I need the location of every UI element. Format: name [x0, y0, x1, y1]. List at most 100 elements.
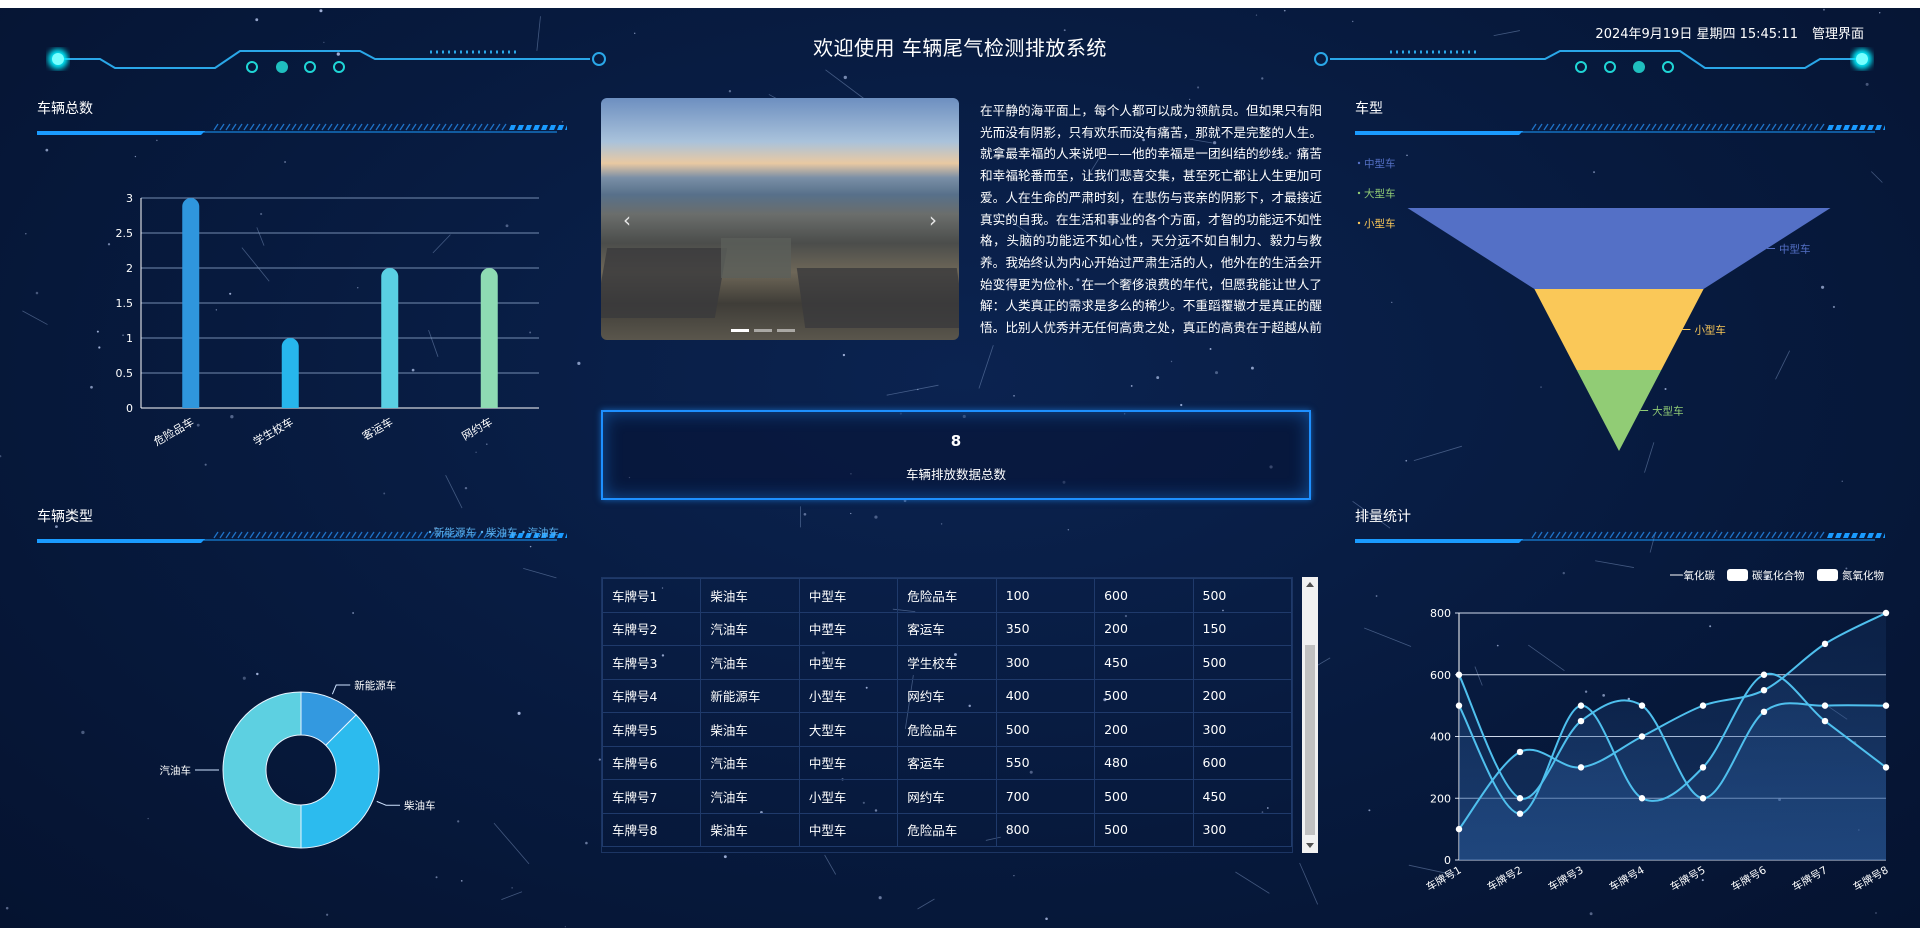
star-line — [501, 891, 523, 900]
star — [204, 463, 207, 466]
star — [803, 512, 807, 516]
label-line — [376, 800, 400, 806]
data-point — [1455, 702, 1463, 709]
x-tick-label: 车牌号6 — [1729, 863, 1769, 894]
table-cell: 客运车 — [897, 611, 997, 646]
table-cell: 客运车 — [897, 745, 997, 780]
star-line — [886, 384, 939, 396]
table-cell: 大型车 — [798, 712, 899, 747]
scroll-down-icon[interactable] — [1306, 843, 1314, 848]
table-scrollbar[interactable] — [1302, 577, 1318, 853]
table-cell: 800 — [995, 812, 1096, 847]
star — [1602, 694, 1606, 697]
x-tick-label: 危险品车 — [151, 414, 196, 448]
header-hatch — [1819, 123, 1825, 131]
star-line — [1364, 627, 1412, 647]
ring-icon — [592, 52, 606, 66]
header-hatch — [231, 531, 237, 539]
table-cell: 柴油车 — [700, 578, 800, 613]
header-dash — [1883, 125, 1885, 130]
table-row[interactable]: 车牌号5 柴油车 大型车 危险品车 500 200 300 — [602, 712, 1292, 747]
table-row[interactable]: 车牌号4 新能源车 小型车 网约车 400 500 200 — [602, 678, 1292, 713]
header-hatch — [477, 531, 483, 539]
header-hatch — [1549, 531, 1555, 539]
header-hatch — [357, 531, 363, 539]
header-hatch — [453, 531, 459, 539]
star — [1197, 86, 1200, 89]
star — [122, 334, 124, 337]
table-cell: 危险品车 — [897, 578, 997, 613]
header-hatch — [231, 123, 237, 131]
header-hatch — [1717, 531, 1723, 539]
scroll-thumb[interactable] — [1305, 645, 1315, 835]
legend-dot — [1357, 161, 1361, 165]
header-hatch — [1711, 123, 1717, 131]
header-hatch — [225, 531, 231, 539]
star — [561, 121, 564, 123]
header-hatch — [243, 123, 249, 131]
table-cell: 网约车 — [897, 779, 997, 814]
table-cell: 危险品车 — [897, 812, 997, 847]
header-hatch — [1633, 123, 1639, 131]
carousel-indicators[interactable] — [731, 329, 795, 332]
bar — [182, 198, 200, 408]
data-point — [1760, 671, 1768, 678]
header-hatch — [285, 123, 291, 131]
star — [903, 499, 907, 503]
scroll-up-icon[interactable] — [1306, 582, 1314, 587]
header-hatch — [1705, 531, 1711, 539]
star — [457, 820, 460, 823]
table-row[interactable]: 车牌号7 汽油车 小型车 网约车 700 500 450 — [602, 779, 1292, 814]
star — [196, 423, 200, 427]
table-row[interactable]: 车牌号3 汽油车 中型车 学生校车 300 450 500 — [602, 645, 1292, 680]
star — [319, 9, 323, 13]
header-hatch — [483, 531, 489, 539]
table-row[interactable]: 车牌号8 柴油车 中型车 危险品车 800 500 300 — [602, 812, 1292, 847]
table-row[interactable]: 车牌号6 汽油车 中型车 客运车 550 480 600 — [602, 745, 1292, 780]
header-dash — [1867, 125, 1874, 130]
header-hatch — [357, 123, 363, 131]
star — [1180, 403, 1183, 407]
star — [529, 331, 532, 334]
admin-link[interactable]: 管理界面 — [1811, 27, 1864, 42]
carousel-image[interactable]: ‹ › — [601, 98, 959, 340]
header-hatch — [345, 123, 351, 131]
header-dash — [1827, 533, 1834, 538]
star — [1593, 171, 1596, 174]
data-point — [1455, 671, 1463, 678]
ring-icon — [1314, 52, 1328, 66]
y-tick-label: 1.5 — [116, 297, 134, 310]
star — [564, 926, 566, 928]
header-hatch — [1729, 123, 1735, 131]
header-dash — [1851, 125, 1858, 130]
header-hatch — [1531, 531, 1537, 539]
header-hatch — [1651, 531, 1657, 539]
star — [1292, 278, 1296, 282]
datetime: 2024年9月19日 星期四 15:45:11 — [1595, 27, 1798, 42]
header-bar-thick — [1355, 539, 1523, 543]
header-hatch — [363, 123, 369, 131]
star — [1368, 809, 1371, 812]
data-point — [1882, 609, 1890, 617]
chevron-left-icon[interactable]: ‹ — [623, 208, 631, 232]
header-dash — [1883, 533, 1885, 538]
table-row[interactable]: 车牌号1 柴油车 中型车 危险品车 100 600 500 — [602, 578, 1292, 613]
star — [1063, 29, 1066, 32]
header-hatch — [1627, 123, 1633, 131]
header-hatch — [1813, 123, 1819, 131]
star — [842, 353, 846, 357]
data-point — [1821, 702, 1829, 709]
x-tick-label: 车牌号5 — [1668, 863, 1708, 893]
table-cell: 600 — [1192, 745, 1292, 780]
table-row[interactable]: 车牌号2 汽油车 中型车 客运车 350 200 150 — [602, 611, 1292, 646]
star-line — [1870, 171, 1883, 183]
funnel-label: 中型车 — [1779, 243, 1811, 256]
star-line — [917, 898, 935, 910]
star — [284, 161, 286, 163]
header-hatch — [219, 531, 225, 539]
header-hatch — [1561, 531, 1567, 539]
emission-line-chart: 0 200 400 600 800 车牌号1 车牌号2 车牌号3 车牌号4 车牌号5 车牌号6 车牌号… — [1424, 569, 1891, 894]
chevron-right-icon[interactable]: › — [929, 208, 937, 232]
panel-title-vehicle-model: 车型 — [1355, 101, 1383, 117]
